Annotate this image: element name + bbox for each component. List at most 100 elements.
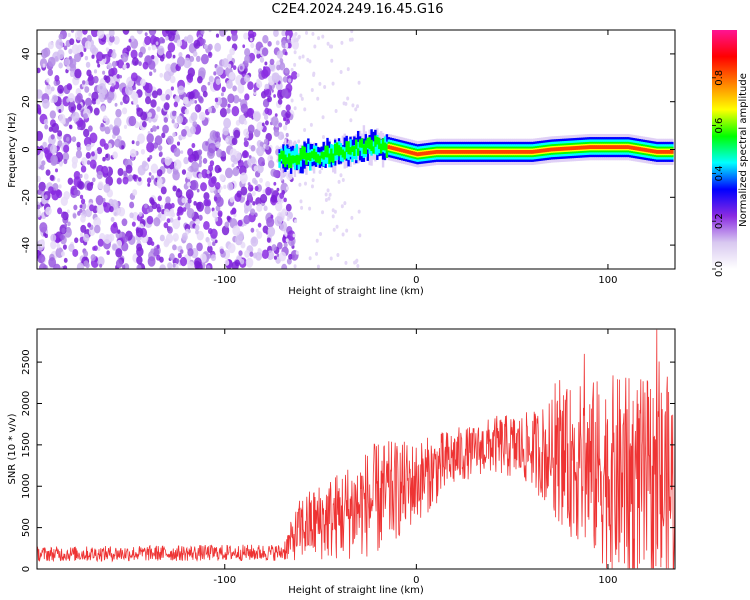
heatmap-noise-point (333, 209, 337, 214)
heatmap-noise-point (256, 80, 263, 89)
heatmap-noise-point (68, 243, 75, 252)
heatmap-ridge-cell (629, 145, 632, 150)
heatmap-noise-point (104, 75, 111, 84)
heatmap-noise-point (257, 222, 262, 228)
heatmap-noise-point (63, 190, 70, 200)
heatmap-noise-point (191, 143, 196, 149)
heatmap-noise-point (99, 263, 103, 268)
heatmap-noise-point (195, 229, 199, 235)
heatmap-noise-point (85, 151, 91, 159)
heatmap-noise-point (203, 198, 209, 207)
heatmap-ridge-cell (653, 149, 657, 154)
heatmap-ridge-cell (431, 150, 435, 155)
heatmap-noise-point (171, 110, 177, 117)
heatmap-noise-point (97, 181, 104, 190)
heatmap-ridge-cell (596, 145, 599, 150)
heatmap-noise-point (224, 259, 230, 266)
heatmap-noise-point (89, 159, 97, 169)
heatmap-noise-point (200, 30, 205, 35)
heatmap-noise-point (299, 199, 303, 204)
heatmap-noise-point (105, 47, 110, 52)
heatmap-noise-point (121, 264, 126, 269)
heatmap-noise-point (208, 177, 216, 188)
heatmap-noise-point (213, 71, 217, 76)
heatmap-noise-point (144, 203, 148, 209)
heatmap-noise-point (132, 97, 139, 105)
heatmap-noise-point (219, 107, 228, 118)
heatmap-noise-point (84, 40, 92, 50)
heatmap-noise-point (156, 244, 160, 249)
heatmap-ridge-cell (462, 149, 465, 154)
heatmap-noise-point (114, 102, 118, 107)
heatmap-noise-point (124, 84, 133, 96)
heatmap-noise-point (48, 126, 53, 132)
heatmap-noise-point (97, 246, 101, 251)
heatmap-noise-point (312, 71, 316, 76)
heatmap-noise-point (147, 182, 151, 187)
heatmap-noise-point (222, 126, 230, 136)
heatmap-noise-point (282, 124, 288, 131)
heatmap-noise-point (187, 167, 191, 172)
snr-y-tick-label: 0 (21, 566, 32, 572)
heatmap-ridge-cell (550, 147, 553, 152)
heatmap-noise-point (354, 259, 358, 264)
heatmap-noise-point (173, 101, 179, 108)
heatmap-noise-point (146, 133, 154, 144)
heatmap-noise-point (155, 41, 159, 46)
heatmap-noise-point (156, 125, 160, 130)
heatmap-noise-point (249, 37, 253, 42)
heatmap-ridge-cell (655, 149, 659, 154)
heatmap-noise-point (277, 98, 283, 105)
heatmap-noise-point (198, 111, 206, 121)
heatmap-noise-point (341, 232, 345, 237)
snr-y-tick-label: 1000 (21, 474, 32, 499)
heatmap-noise-point (191, 161, 199, 173)
heatmap-noise-point (279, 192, 285, 199)
heatmap-noise-point (254, 185, 259, 192)
heatmap-noise-point (231, 105, 240, 117)
heatmap-noise-point (121, 218, 128, 227)
heatmap-noise-point (37, 209, 42, 218)
heatmap-noise-point (192, 50, 198, 57)
heatmap-noise-point (276, 60, 281, 66)
heatmap-ridge-cell (454, 149, 458, 154)
heatmap-noise-point (228, 71, 235, 80)
heatmap-noise-point (54, 74, 60, 82)
heatmap-noise-point (57, 207, 63, 215)
heatmap-noise-point (76, 103, 82, 111)
heatmap-noise-point (100, 105, 106, 112)
heatmap-noise-point (75, 150, 83, 159)
heatmap-noise-point (93, 216, 102, 228)
heatmap-noise-point (83, 173, 89, 180)
heatmap-noise-point (102, 70, 106, 75)
heatmap-noise-point (48, 186, 54, 194)
heatmap-noise-point (166, 135, 174, 145)
heatmap-ridge-cell (452, 149, 456, 154)
heatmap-noise-point (80, 215, 86, 223)
heatmap-noise-point (105, 153, 109, 159)
heatmap-noise-point (149, 35, 158, 45)
heatmap-ridge-cell (657, 149, 661, 154)
heatmap-ridge-cell (533, 149, 536, 154)
heatmap-noise-point (335, 224, 339, 229)
heatmap-noise-point (138, 177, 142, 182)
heatmap-noise-point (295, 250, 299, 255)
heatmap-noise-point (55, 168, 58, 173)
heatmap-noise-point (207, 241, 212, 247)
heatmap-ridge-cell (412, 151, 415, 156)
heatmap-noise-point (83, 250, 89, 258)
heatmap-noise-point (273, 30, 279, 37)
heatmap-noise-point (187, 154, 194, 163)
heatmap-noise-point (321, 134, 325, 139)
heatmap-noise-point (136, 255, 143, 265)
heatmap-ridge-cell (399, 148, 402, 152)
heatmap-noise-point (169, 208, 174, 215)
heatmap-ridge-cell (473, 149, 477, 154)
heatmap-noise-point (313, 44, 317, 49)
heatmap-noise-point (329, 256, 333, 261)
heatmap-noise-point (170, 202, 175, 209)
heatmap-ridge-cell (498, 149, 502, 154)
heatmap-noise-point (331, 81, 335, 86)
heatmap-noise-point (177, 85, 185, 95)
heatmap-noise-point (136, 104, 139, 108)
